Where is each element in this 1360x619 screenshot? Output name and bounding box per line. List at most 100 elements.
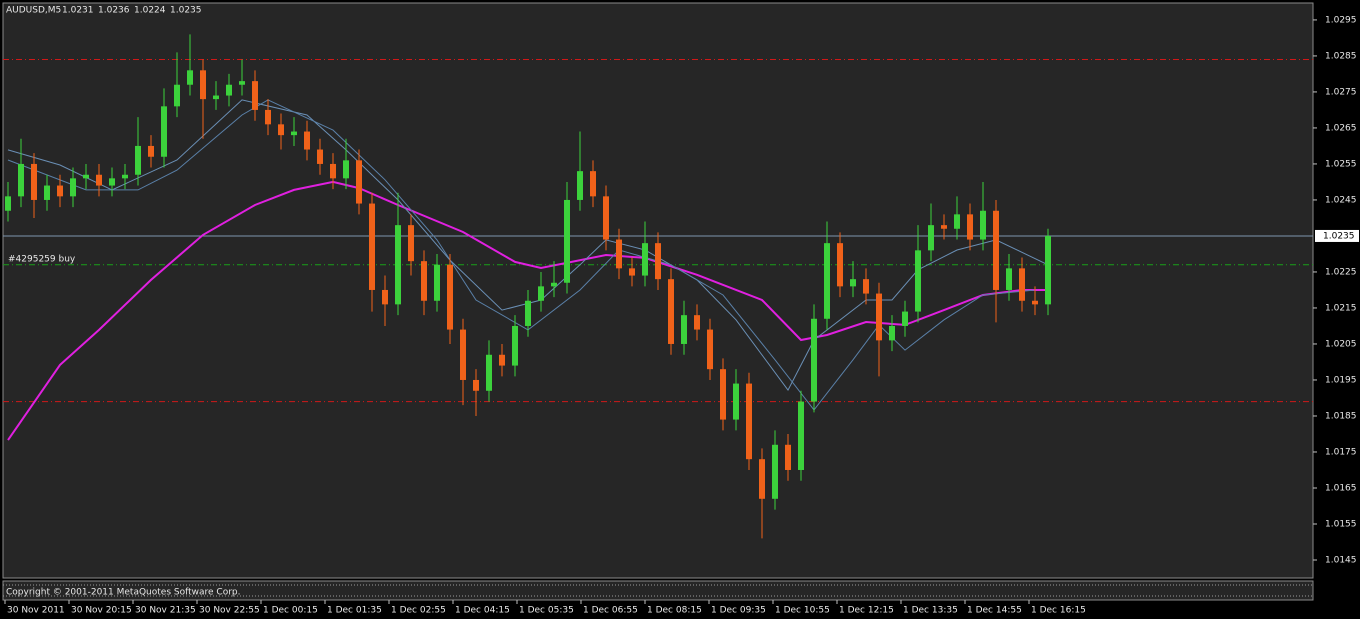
y-tick-label: 1.0275 (1325, 87, 1357, 97)
candle-body (434, 264, 440, 301)
candle-body (174, 84, 180, 107)
candle-body (356, 160, 362, 204)
candle-body (1006, 268, 1012, 290)
candle-body (1045, 235, 1051, 305)
candle-body (668, 279, 674, 344)
candle-body (161, 106, 167, 157)
candle-body (1032, 300, 1038, 305)
x-tick-label: 1 Dec 08:15 (647, 606, 702, 616)
candle-body (590, 171, 596, 197)
candle-body (538, 286, 544, 301)
candle-body (122, 174, 128, 179)
candle-body (421, 261, 427, 301)
candle-body (473, 379, 479, 391)
candle-body (655, 243, 661, 280)
candle-body (694, 315, 700, 330)
x-tick-label: 30 Nov 2011 (7, 606, 65, 616)
y-tick-label: 1.0155 (1325, 519, 1357, 529)
x-tick-label: 1 Dec 09:35 (711, 606, 766, 616)
y-tick-label: 1.0285 (1325, 51, 1357, 61)
candle-body (96, 174, 102, 186)
candle-body (304, 131, 310, 150)
candle-body (226, 84, 232, 96)
candle-body (148, 145, 154, 157)
candle-body (772, 444, 778, 499)
candle-body (265, 109, 271, 125)
candle-body (577, 171, 583, 200)
candle-body (616, 239, 622, 269)
order-label: #4295259 buy (8, 254, 76, 264)
candle-body (18, 163, 24, 197)
candle-body (707, 329, 713, 370)
y-tick-label: 1.0225 (1325, 267, 1357, 277)
candle-body (850, 279, 856, 287)
header-value: 1.0236 (98, 6, 130, 16)
candle-body (629, 268, 635, 276)
candle-body (863, 279, 869, 294)
candle-body (70, 178, 76, 197)
header-value: 1.0235 (170, 6, 202, 16)
candle-body (811, 318, 817, 402)
candle-body (876, 293, 882, 341)
candle-body (317, 149, 323, 164)
x-tick-label: 1 Dec 12:15 (839, 606, 894, 616)
candle-body (746, 383, 752, 460)
candle-body (889, 325, 895, 341)
candle-body (967, 214, 973, 240)
copyright: Copyright © 2001-2011 MetaQuotes Softwar… (6, 588, 240, 598)
x-tick-label: 1 Dec 00:15 (263, 606, 318, 616)
candle-body (291, 131, 297, 136)
x-tick-label: 1 Dec 13:35 (903, 606, 958, 616)
candle-body (252, 81, 258, 110)
indicator-line (7, 99, 1049, 392)
candle-body (993, 210, 999, 290)
candle-body (395, 225, 401, 305)
header-value: 1.0231 (62, 6, 94, 16)
candle-body (837, 243, 843, 287)
candle-body (642, 243, 648, 276)
candle-body (278, 124, 284, 136)
candle-body (824, 243, 830, 319)
x-tick-label: 1 Dec 10:55 (775, 606, 830, 616)
candle-body (551, 282, 557, 287)
candle-body (239, 81, 245, 85)
y-tick-label: 1.0185 (1325, 411, 1357, 421)
candle-body (941, 225, 947, 229)
candle-body (44, 185, 50, 200)
candle-body (798, 401, 804, 470)
candle-body (330, 163, 336, 179)
candle-body (382, 289, 388, 305)
candle-body (720, 369, 726, 420)
candle-body (5, 196, 11, 211)
price-box (1315, 229, 1359, 242)
candle-body (486, 354, 492, 391)
candle-body (1019, 268, 1025, 301)
candle-body (408, 225, 414, 262)
y-tick-label: 1.0295 (1325, 15, 1357, 25)
x-tick-label: 1 Dec 02:55 (391, 606, 446, 616)
candle-body (512, 325, 518, 366)
x-tick-label: 1 Dec 16:15 (1031, 606, 1086, 616)
candle-body (343, 160, 349, 179)
y-tick-label: 1.0165 (1325, 483, 1357, 493)
y-tick-label: 1.0215 (1325, 303, 1357, 313)
x-tick-label: 30 Nov 20:15 (71, 606, 132, 616)
candle-body (57, 185, 63, 197)
candle-body (564, 199, 570, 283)
candle-body (980, 210, 986, 240)
candle-body (603, 196, 609, 240)
y-tick-label: 1.0195 (1325, 375, 1357, 385)
y-tick-label: 1.0245 (1325, 195, 1357, 205)
candle-body (460, 329, 466, 380)
x-tick-label: 1 Dec 01:35 (327, 606, 382, 616)
candle-body (928, 225, 934, 251)
candle-body (733, 383, 739, 420)
x-tick-label: 1 Dec 05:35 (519, 606, 574, 616)
candle-body (681, 315, 687, 344)
y-tick-label: 1.0145 (1325, 555, 1357, 565)
candle-body (759, 459, 765, 499)
price-box-label: 1.0235 (1323, 231, 1355, 241)
y-tick-label: 1.0265 (1325, 123, 1357, 133)
candle-body (187, 70, 193, 85)
